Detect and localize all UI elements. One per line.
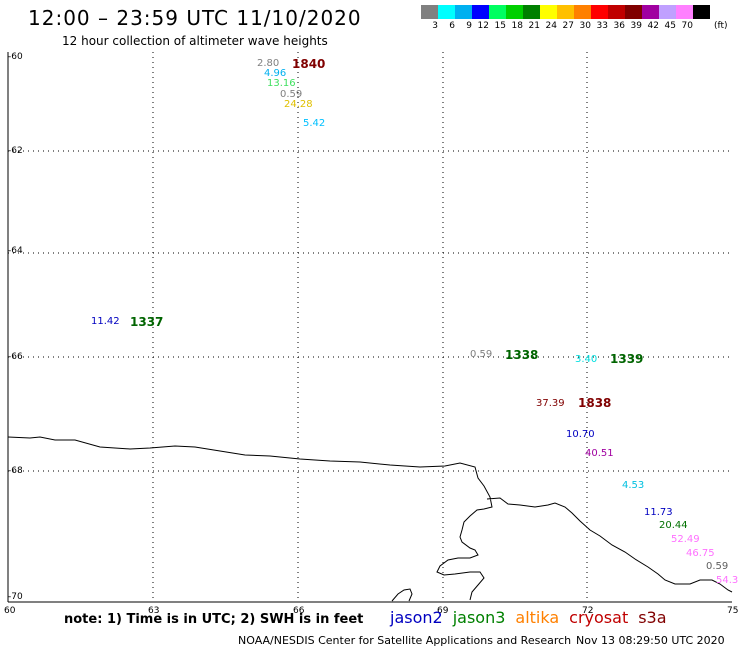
antarctic-coastline [7,436,733,602]
legend-label: 9 [466,21,472,31]
satellite-name: jason3 [452,608,506,627]
pass-number: 1838 [578,396,612,410]
pass-number: 1339 [610,352,644,366]
legend-label: 3 [432,21,438,31]
legend-swatch [506,5,523,19]
wave-height-value: 11.42 [91,316,120,327]
lat-label: -66 [8,352,23,362]
wave-height-value: 4.96 [264,68,287,79]
legend-swatch [489,5,506,19]
satellite-name: cryosat [569,608,629,627]
legend-swatch [557,5,574,19]
lon-label: 66 [293,606,305,616]
lon-label: 75 [727,606,739,616]
wave-height-value: 0.59 [470,349,493,360]
wave-height-value: 37.39 [536,398,565,409]
legend-label: 6 [449,21,455,31]
generated-timestamp: Nov 13 08:29:50 UTC 2020 [576,634,725,647]
pass-number: 1338 [505,348,539,362]
wave-height-value: 0.59 [706,561,729,572]
legend-label: 45 [664,21,676,31]
wave-height-value: 5.42 [303,118,326,129]
lon-label: 72 [582,606,594,616]
legend-label: 18 [511,21,523,31]
map-title: 12:00 – 23:59 UTC 11/10/2020 [28,6,362,30]
wave-height-value: 0.59 [280,89,303,100]
lon-label: 60 [4,606,16,616]
wave-height-value: 3.40 [575,354,598,365]
legend-swatch [472,5,489,19]
legend-swatch [693,5,710,19]
legend-label: 12 [477,21,489,31]
wave-height-value: 10.70 [566,429,595,440]
wave-height-value: 40.51 [585,448,614,459]
legend-label: 39 [630,21,642,31]
legend-swatch [625,5,642,19]
lon-label: 63 [148,606,160,616]
lat-label: -70 [8,592,23,602]
pass-number: 1840 [292,57,326,71]
legend-label: 24 [545,21,557,31]
color-legend-labels: 3 6 9 12 15 18 21 24 27 30 33 36 39 42 45 70 [421,21,693,31]
legend-swatch [574,5,591,19]
color-legend [421,5,710,19]
legend-swatch [676,5,693,19]
legend-unit: (ft) [714,21,728,31]
wave-height-value: 20.44 [659,520,688,531]
legend-swatch [540,5,557,19]
lat-label: -64 [8,246,23,256]
satellite-name: jason2 [390,608,443,627]
legend-label: 27 [562,21,574,31]
wave-height-value: 4.53 [622,480,645,491]
legend-swatch [642,5,659,19]
credit-line: NOAA/NESDIS Center for Satellite Applica… [238,634,572,647]
legend-label: 15 [494,21,506,31]
legend-swatch [659,5,676,19]
lat-label: -60 [8,52,23,62]
wave-height-value: 24.28 [284,99,313,110]
satellite-name: s3a [638,608,667,627]
legend-label: 30 [579,21,591,31]
wave-height-value: 13.16 [267,78,296,89]
lat-label: -62 [8,146,23,156]
wave-height-value: 46.75 [686,548,715,559]
pass-number: 1337 [130,315,164,329]
legend-label: 36 [613,21,625,31]
lon-label: 69 [437,606,449,616]
legend-label: 70 [681,21,693,31]
lat-label: -68 [8,466,23,476]
legend-swatch [608,5,625,19]
legend-swatch [591,5,608,19]
wave-height-value: 54.3 [716,575,739,586]
satellite-legend: jason2 jason3 altika cryosat s3a [390,608,667,627]
legend-label: 21 [528,21,540,31]
map-subtitle: 12 hour collection of altimeter wave hei… [62,34,328,48]
legend-label: 33 [596,21,608,31]
wave-height-value: 11.73 [644,507,673,518]
wave-height-value: 52.49 [671,534,700,545]
legend-swatch [438,5,455,19]
wave-height-value: 2.80 [257,58,280,69]
legend-swatch [455,5,472,19]
legend-swatch [523,5,540,19]
satellite-name: altika [515,608,560,627]
legend-label: 42 [647,21,659,31]
footnote: note: 1) Time is in UTC; 2) SWH is in fe… [64,612,364,627]
legend-swatch [421,5,438,19]
graticule [8,52,732,602]
